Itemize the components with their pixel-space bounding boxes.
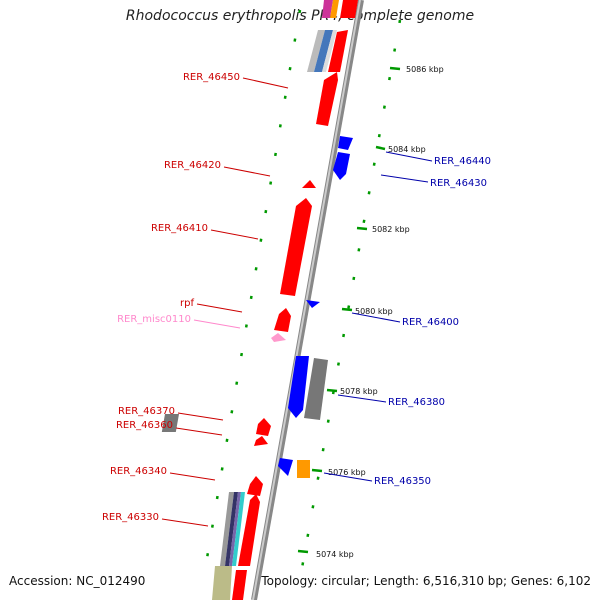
- gene-RER-46370: [161, 414, 180, 432]
- gene-RER-46380: [288, 356, 309, 418]
- map-title: Rhodococcus erythropolis PR4, complete g…: [125, 8, 475, 24]
- tick-marks: [297, 66, 401, 554]
- tick-label-5080: 5080 kbp: [355, 307, 393, 316]
- tick-label-5086: 5086 kbp: [406, 65, 444, 74]
- gene-RER-46330-teal: [232, 492, 245, 566]
- genome-backbone-highlight: [252, 0, 361, 600]
- gene-top-orange: [330, 0, 339, 18]
- gene-RER-46450-part: [328, 30, 348, 72]
- gene-RER-46330: [238, 494, 260, 566]
- gene-RER-46360: [254, 436, 268, 446]
- gene-top-blue: [314, 30, 333, 72]
- gene-RER-46360-part: [256, 418, 271, 436]
- gene-RER-46330-gray: [220, 492, 234, 566]
- tick-label-5082: 5082 kbp: [372, 225, 410, 234]
- tick-label-5076: 5076 kbp: [328, 468, 366, 477]
- gene-label-RER-46380: RER_46380: [388, 397, 445, 408]
- left-leader-lines: [161, 77, 289, 527]
- gene-RER-misc0110: [271, 333, 286, 342]
- gene-RER-46410: [280, 198, 312, 296]
- gene-RER-46330-navy: [225, 492, 238, 566]
- tick-label-5084: 5084 kbp: [388, 145, 426, 154]
- accession-text: Accession: NC_012490: [9, 574, 146, 588]
- gene-label-RER-46370: RER_46370: [118, 406, 175, 417]
- gene-top-pink: [322, 0, 333, 18]
- gene-label-RER-46330: RER_46330: [102, 512, 159, 523]
- gene-label-RER-46400: RER_46400: [402, 317, 459, 328]
- gene-label-RER-46360: RER_46360: [116, 420, 173, 431]
- gene-RER-46420: [302, 180, 316, 188]
- gene-gray-46390: [304, 358, 328, 420]
- gene-RER-46350: [278, 458, 293, 476]
- gene-orange-46350: [297, 460, 310, 478]
- gene-RER-46330-purple: [229, 492, 241, 566]
- gene-label-RER-46350: RER_46350: [374, 476, 431, 487]
- gene-top-gray-2: [322, 30, 337, 72]
- right-leader-lines: [323, 151, 433, 482]
- gene-RER-46430: [333, 152, 350, 180]
- gene-bottom-olive: [212, 566, 232, 600]
- gene-label-RER-46340: RER_46340: [110, 466, 167, 477]
- gene-label-RER-misc0110: RER_misc0110: [117, 314, 191, 325]
- gene-top-gray-1: [307, 30, 325, 72]
- gene-label-RER-46450: RER_46450: [183, 72, 240, 83]
- gene-RER-46450: [316, 72, 338, 126]
- gene-RER-46340: [247, 476, 263, 496]
- gene-label-RER-46420: RER_46420: [164, 160, 221, 171]
- gene-label-RER-46410: RER_46410: [151, 223, 208, 234]
- gene-label-RER-46430: RER_46430: [430, 178, 487, 189]
- gene-top-red: [340, 0, 358, 18]
- topology-text: Topology: circular; Length: 6,516,310 bp…: [261, 574, 591, 588]
- gene-RER-46440: [338, 136, 353, 150]
- tick-label-5074: 5074 kbp: [316, 550, 354, 559]
- gene-label-rpf: rpf: [180, 298, 194, 309]
- gene-RER-46400: [306, 300, 320, 308]
- gene-label-RER-46440: RER_46440: [434, 156, 491, 167]
- gene-rpf: [274, 308, 291, 332]
- tick-label-5078: 5078 kbp: [340, 387, 378, 396]
- gene-bottom-red: [232, 570, 247, 600]
